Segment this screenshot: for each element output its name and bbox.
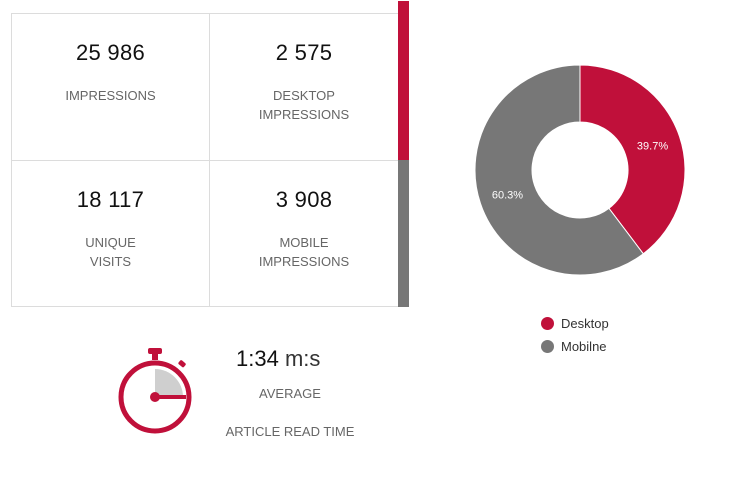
stat-unique-visits: 18 117 UNIQUE VISITS — [12, 161, 209, 307]
stat-mobile-impressions: 3 908 MOBILE IMPRESSIONS — [210, 161, 398, 307]
legend-dot-mobile — [541, 340, 554, 353]
legend-dot-desktop — [541, 317, 554, 330]
stat-value: 18 117 — [76, 187, 145, 212]
stat-label: IMPRESSIONS — [65, 88, 156, 103]
legend-label-mobile: Mobilne — [561, 339, 607, 354]
legend-item-mobile: Mobilne — [541, 335, 609, 358]
donut-slice-desktop — [579, 64, 686, 255]
stat-value: 25 986 — [75, 40, 146, 65]
desktop-color-bar — [398, 1, 409, 160]
chart-legend: Desktop Mobilne — [541, 312, 609, 358]
stat-label: MOBILE IMPRESSIONS — [258, 235, 350, 269]
stat-value: 2 575 — [275, 40, 333, 65]
donut-label-desktop: 39.7% — [637, 141, 668, 153]
stat-label: DESKTOP IMPRESSIONS — [258, 88, 350, 122]
legend-item-desktop: Desktop — [541, 312, 609, 335]
mobile-color-bar — [398, 160, 409, 307]
legend-label-desktop: Desktop — [561, 316, 609, 331]
stats-panel: 25 986 IMPRESSIONS 2 575 DESKTOP IMPRESS… — [11, 1, 409, 307]
stat-label: UNIQUE VISITS — [85, 235, 136, 269]
read-time-label: AVERAGE ARTICLE READ TIME — [214, 363, 366, 460]
donut-slice-mobilne — [474, 64, 645, 276]
stat-impressions: 25 986 IMPRESSIONS — [12, 14, 209, 160]
read-time-label-line1: AVERAGE — [259, 386, 321, 401]
device-donut-chart: 39.7% 60.3% — [474, 64, 686, 276]
divider-horizontal — [12, 160, 398, 161]
read-time-unit: m:s — [284, 346, 321, 371]
read-time-number: 1:34 — [236, 346, 279, 371]
read-time-value: 1:34 m:s — [236, 346, 320, 372]
stat-value: 3 908 — [275, 187, 333, 212]
stat-desktop-impressions: 2 575 DESKTOP IMPRESSIONS — [210, 14, 398, 160]
read-time-label-line2: ARTICLE READ TIME — [225, 424, 355, 439]
stopwatch-icon — [118, 348, 192, 434]
donut-label-mobilne: 60.3% — [492, 189, 523, 201]
